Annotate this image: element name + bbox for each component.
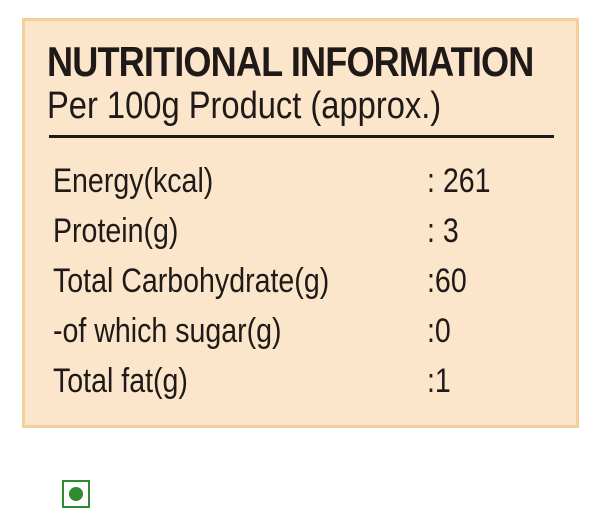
nutrition-row-protein: Protein(g) : 3 [53, 211, 553, 261]
nutrient-value: :0 [427, 312, 451, 350]
divider [49, 135, 554, 138]
veg-dot [69, 487, 83, 501]
nutrient-name: Total Carbohydrate(g) [53, 262, 330, 300]
veg-symbol-icon [62, 480, 90, 508]
nutrition-table: Energy(kcal) : 261 Protein(g) : 3 Total … [53, 161, 553, 411]
nutrient-name: Energy(kcal) [53, 162, 214, 200]
label-title: NUTRITIONAL INFORMATION [47, 38, 534, 85]
nutrient-value: : 261 [427, 162, 491, 200]
nutrient-name: Protein(g) [53, 212, 179, 250]
nutrition-row-carbohydrate: Total Carbohydrate(g) :60 [53, 261, 553, 311]
nutrition-row-fat: Total fat(g) :1 [53, 361, 553, 411]
label-subtitle: Per 100g Product (approx.) [47, 85, 442, 127]
nutrient-value: : 3 [427, 212, 459, 250]
nutrition-row-sugar: -of which sugar(g) :0 [53, 311, 553, 361]
nutrient-name: -of which sugar(g) [53, 312, 282, 350]
nutrient-value: :1 [427, 362, 451, 400]
nutrient-value: :60 [427, 262, 467, 300]
nutrient-name: Total fat(g) [53, 362, 188, 400]
nutrition-label-panel: NUTRITIONAL INFORMATION Per 100g Product… [22, 18, 579, 428]
nutrition-row-energy: Energy(kcal) : 261 [53, 161, 553, 211]
